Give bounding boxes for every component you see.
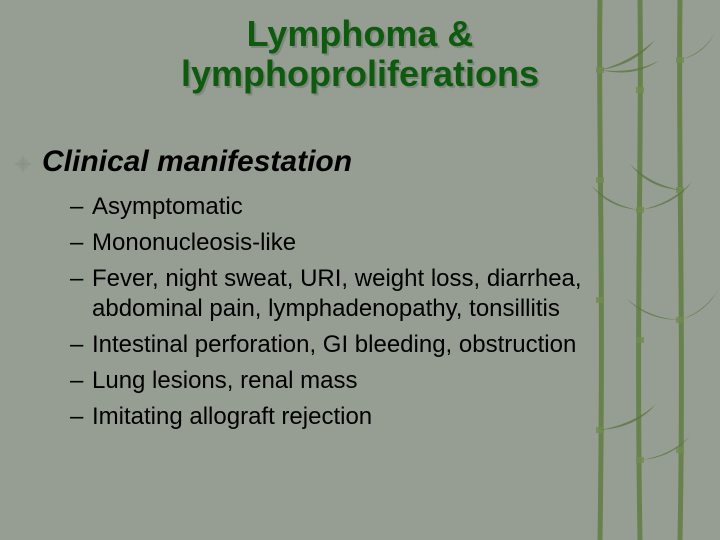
list-item-text: Intestinal perforation, GI bleeding, obs… <box>92 331 576 358</box>
bullet-list: – Asymptomatic – Mononucleosis-like – Fe… <box>70 192 680 438</box>
list-item-text: Mononucleosis-like <box>92 229 296 256</box>
dash-icon: – <box>70 192 83 222</box>
slide: Lymphoma & lymphoproliferations Clinical… <box>0 0 720 540</box>
dash-icon: – <box>70 264 83 294</box>
list-item: – Mononucleosis-like <box>70 228 680 258</box>
dash-icon: – <box>70 330 83 360</box>
list-item-text: Asymptomatic <box>92 193 243 220</box>
list-item-text: Imitating allograft rejection <box>92 403 372 430</box>
list-item: – Asymptomatic <box>70 192 680 222</box>
list-item-text: Lung lesions, renal mass <box>92 367 357 394</box>
dash-icon: – <box>70 402 83 432</box>
section-heading: Clinical manifestation <box>42 145 352 179</box>
title-line-2: lymphoproliferations <box>181 53 539 94</box>
list-item: – Lung lesions, renal mass <box>70 366 680 396</box>
starburst-icon <box>13 154 33 174</box>
list-item: – Imitating allograft rejection <box>70 402 680 432</box>
dash-icon: – <box>70 366 83 396</box>
list-item-text: Fever, night sweat, URI, weight loss, di… <box>92 265 582 322</box>
title-line-1: Lymphoma & <box>247 13 474 54</box>
dash-icon: – <box>70 228 83 258</box>
list-item: – Fever, night sweat, URI, weight loss, … <box>70 264 680 324</box>
slide-title: Lymphoma & lymphoproliferations <box>0 14 720 95</box>
list-item: – Intestinal perforation, GI bleeding, o… <box>70 330 680 360</box>
